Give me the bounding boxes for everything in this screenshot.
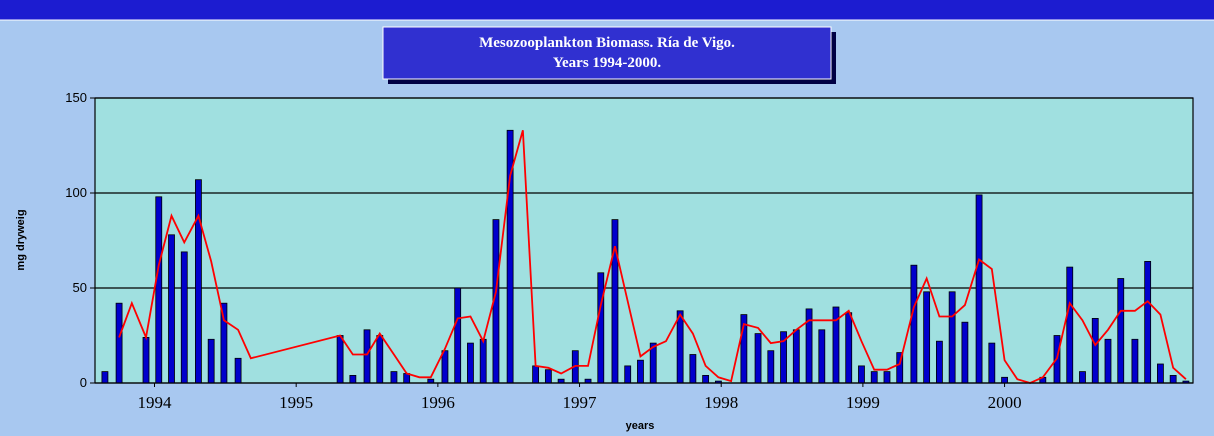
bar (677, 311, 683, 383)
x-tick-label: 1994 (138, 393, 173, 412)
bar (364, 330, 370, 383)
bar (467, 343, 473, 383)
bar (545, 370, 551, 383)
bar (169, 235, 175, 383)
bar (1145, 261, 1151, 383)
bar (1157, 364, 1163, 383)
x-tick-label: 1995 (279, 393, 313, 412)
bar (819, 330, 825, 383)
bar (924, 292, 930, 383)
x-tick-label: 1997 (563, 393, 598, 412)
x-axis-label: years (626, 420, 655, 432)
bar (793, 330, 799, 383)
bar (768, 351, 774, 383)
bar (690, 355, 696, 384)
y-tick-label: 50 (73, 280, 87, 295)
bar (208, 339, 214, 383)
bar (911, 265, 917, 383)
bar (755, 334, 761, 383)
x-tick-label: 2000 (988, 393, 1022, 412)
bar (1105, 339, 1111, 383)
bar (976, 195, 982, 383)
bar (858, 366, 864, 383)
bar (989, 343, 995, 383)
bar (1118, 279, 1124, 384)
chart-title: Mesozooplankton Biomass. Ría de Vigo. (479, 35, 735, 51)
chart-title: Years 1994-2000. (553, 55, 662, 71)
y-axis-label: mg dryweig (15, 209, 27, 270)
page: Mesozooplankton Biomass. Ría de Vigo. Ye… (0, 0, 1214, 436)
bar (533, 366, 539, 383)
top-banner (0, 0, 1214, 20)
bar (962, 322, 968, 383)
bar (1092, 318, 1098, 383)
bar (1132, 339, 1138, 383)
bar (116, 303, 122, 383)
bar (143, 337, 149, 383)
bar (377, 336, 383, 384)
bar (598, 273, 604, 383)
bar (1170, 375, 1176, 383)
bar (442, 351, 448, 383)
bar (337, 336, 343, 384)
bar (637, 360, 643, 383)
bar (1002, 377, 1008, 383)
bar (625, 366, 631, 383)
bar (102, 372, 108, 383)
bar (846, 313, 852, 383)
x-tick-label: 1999 (846, 393, 880, 412)
plot-area (95, 98, 1193, 383)
bar (1079, 372, 1085, 383)
bar (884, 372, 890, 383)
bar (612, 220, 618, 383)
chart: Mesozooplankton Biomass. Ría de Vigo. Ye… (0, 0, 1214, 436)
bar (936, 341, 942, 383)
bar (455, 288, 461, 383)
x-tick-label: 1996 (421, 393, 455, 412)
bar (156, 197, 162, 383)
bar (181, 252, 187, 383)
y-tick-label: 150 (65, 90, 87, 105)
y-tick-label: 0 (80, 375, 87, 390)
x-tick-label: 1998 (704, 393, 738, 412)
bar (391, 372, 397, 383)
bar (350, 375, 356, 383)
bar (221, 303, 227, 383)
bar (703, 375, 709, 383)
bar (1067, 267, 1073, 383)
bar (871, 372, 877, 383)
bar (235, 358, 241, 383)
bar (480, 339, 486, 383)
y-tick-label: 100 (65, 185, 87, 200)
bar (949, 292, 955, 383)
bar (195, 180, 201, 383)
